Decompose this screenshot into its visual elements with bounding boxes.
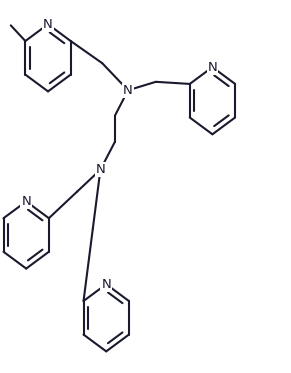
Text: N: N xyxy=(43,18,53,31)
Text: N: N xyxy=(95,163,105,176)
Text: N: N xyxy=(207,61,217,73)
Text: N: N xyxy=(21,195,31,208)
Text: N: N xyxy=(101,278,111,291)
Text: N: N xyxy=(123,84,133,97)
